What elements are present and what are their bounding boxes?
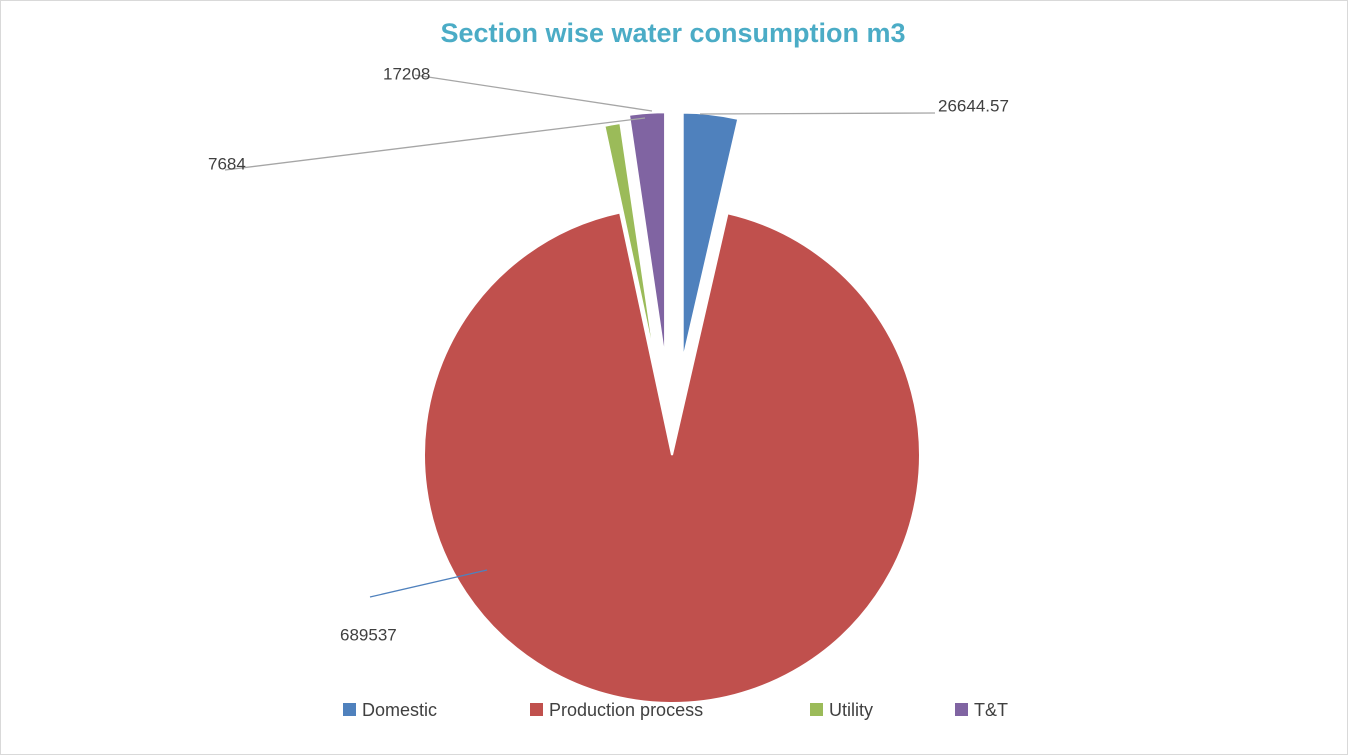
data-label: 17208 (383, 64, 430, 83)
pie-slice (423, 211, 921, 704)
legend-swatch (530, 703, 543, 716)
data-label: 7684 (208, 154, 246, 173)
legend-label: Production process (549, 700, 703, 720)
legend-label: T&T (974, 700, 1008, 720)
data-label: 689537 (340, 625, 397, 644)
leader-line (224, 117, 646, 171)
legend-swatch (810, 703, 823, 716)
legend-swatch (343, 703, 356, 716)
leader-line (369, 569, 488, 598)
legend-label: Utility (829, 700, 873, 720)
legend-label: Domestic (362, 700, 437, 720)
leader-line (414, 74, 653, 112)
data-label: 26644.57 (938, 96, 1009, 115)
pie-slice (603, 121, 658, 369)
legend-swatch (955, 703, 968, 716)
chart-title: Section wise water consumption m3 (440, 18, 905, 48)
pie-slice (627, 111, 667, 361)
leader-line (699, 112, 936, 115)
